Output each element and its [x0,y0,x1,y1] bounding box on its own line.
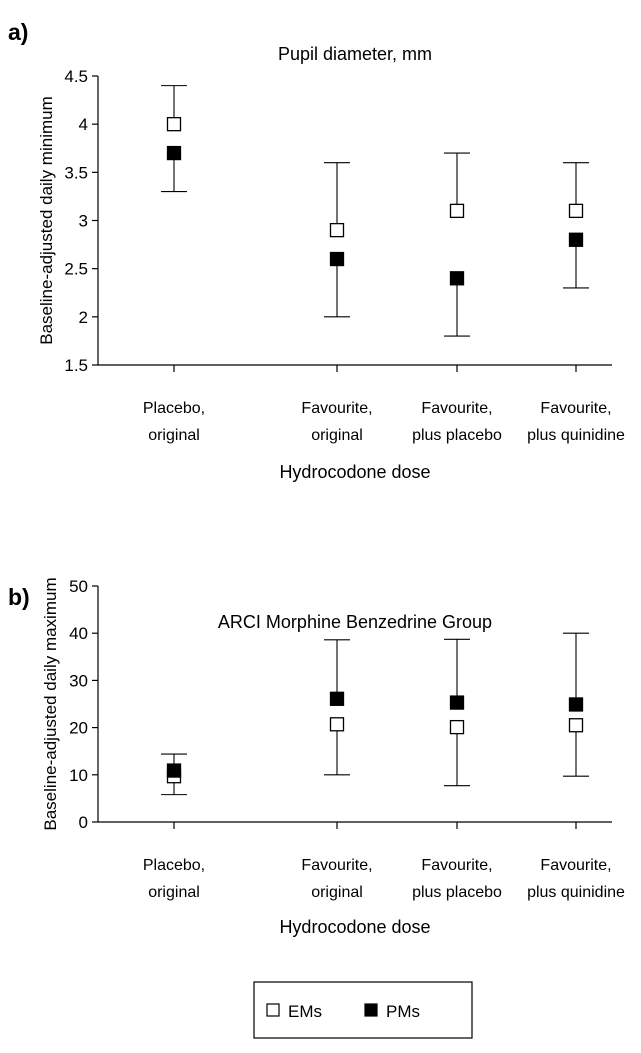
y-tick-label: 40 [69,624,88,643]
legend-label-ems: EMs [288,1002,322,1021]
x-tick-label: Favourite, [301,400,372,417]
marker-ems [449,719,465,735]
legend-label-pms: PMs [386,1002,420,1021]
y-tick-label: 20 [69,719,88,738]
x-tick-label: Placebo, [143,857,205,874]
x-tick-label: plus quinidine [527,427,625,444]
x-axis-label: Hydrocodone dose [279,917,430,937]
x-tick-label: Favourite, [540,400,611,417]
x-tick-label: plus quinidine [527,884,625,901]
y-tick-label: 0 [79,813,88,832]
y-tick-label: 2.5 [64,260,88,279]
marker-pms [329,251,345,267]
y-tick-label: 2 [79,308,88,327]
x-axis-label: Hydrocodone dose [279,462,430,482]
chart-title: Pupil diameter, mm [278,44,432,64]
y-tick-label: 4 [79,115,88,134]
marker-pms [568,697,584,712]
marker-ems [329,222,345,238]
marker-pms [329,691,345,706]
panel-label: b) [8,584,30,610]
panel-b: b) ARCI Morphine Benzedrine Group 0 10 20 30 4… [8,577,625,937]
y-axis-label: Baseline-adjusted daily minimum [37,96,56,345]
x-tick-label: plus placebo [412,884,502,901]
y-tick-label: 1.5 [64,356,88,375]
panel-label: a) [8,19,28,45]
x-tick-label: Placebo, [143,400,205,417]
x-tick-label: plus placebo [412,427,502,444]
marker-ems [329,717,345,732]
y-axis-label: Baseline-adjusted daily maximum [41,577,60,830]
legend: EMs PMs [253,981,473,1039]
legend-box [253,981,473,1039]
marker-ems [568,718,584,733]
x-tick-label: original [148,427,200,444]
legend-marker-pms [364,1003,378,1017]
y-tick-label: 3 [79,212,88,231]
marker-pms [449,695,465,710]
x-tick-label: Favourite, [301,857,372,874]
marker-pms [449,271,465,286]
x-tick-label: Favourite, [540,857,611,874]
y-tick-label: 10 [69,766,88,785]
y-tick-label: 3.5 [64,163,88,182]
marker-pms [166,145,182,161]
y-tick-label: 50 [69,577,88,596]
marker-ems [449,203,465,219]
x-tick-label: original [311,884,363,901]
x-tick-label: Favourite, [421,857,492,874]
x-tick-label: original [311,427,363,444]
panel-a: a) Pupil diameter, mm 1.5 2 2.5 3 3.5 4 4.5 Place… [8,19,625,482]
marker-pms [166,763,182,778]
chart-title: ARCI Morphine Benzedrine Group [218,612,492,632]
y-tick-label: 30 [69,671,88,690]
legend-marker-ems [266,1003,280,1017]
marker-pms [568,232,584,247]
y-tick-label: 4.5 [64,67,88,86]
x-tick-label: original [148,884,200,901]
marker-ems [166,117,182,132]
x-tick-label: Favourite, [421,400,492,417]
marker-ems [568,203,584,219]
